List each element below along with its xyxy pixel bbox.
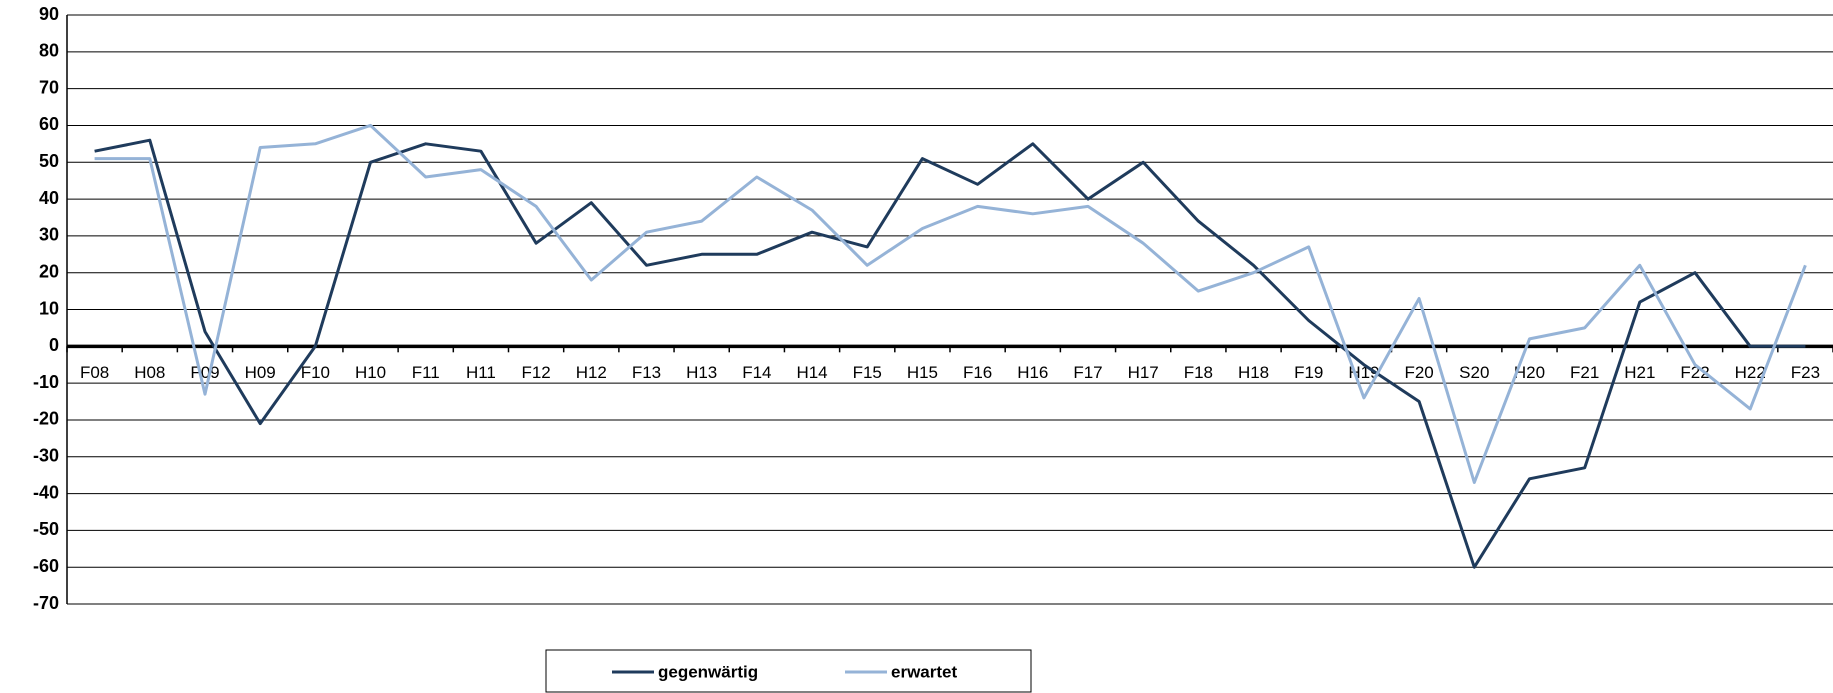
x-tick-label: H16 — [1017, 363, 1048, 382]
y-tick-label: -60 — [33, 556, 59, 576]
series-line — [94, 123, 1807, 484]
x-tick-label: H22 — [1735, 363, 1766, 382]
x-tick-label: H18 — [1238, 363, 1269, 382]
x-tick-label: H14 — [796, 363, 827, 382]
y-tick-label: 80 — [39, 41, 59, 61]
x-tick-label: F19 — [1294, 363, 1323, 382]
x-tick-label: H21 — [1624, 363, 1655, 382]
x-tick-label: F22 — [1680, 363, 1709, 382]
y-tick-label: -40 — [33, 482, 59, 502]
y-tick-label: -30 — [33, 446, 59, 466]
y-tick-label: 90 — [39, 4, 59, 24]
x-tick-label: S20 — [1459, 363, 1489, 382]
y-tick-label: 20 — [39, 261, 59, 281]
y-tick-label: -10 — [33, 372, 59, 392]
x-tick-label: F15 — [853, 363, 882, 382]
x-tick-label: H15 — [907, 363, 938, 382]
series-line — [94, 138, 1806, 569]
x-tick-label: F14 — [742, 363, 771, 382]
y-tick-label: -70 — [33, 593, 59, 613]
y-tick-label: 70 — [39, 77, 59, 97]
y-tick-label: -50 — [33, 519, 59, 539]
x-tick-label: H11 — [466, 363, 496, 382]
y-tick-label: 30 — [39, 225, 59, 245]
x-tick-label: H13 — [686, 363, 717, 382]
x-tick-label: F21 — [1570, 363, 1599, 382]
y-tick-label: -20 — [33, 409, 59, 429]
x-tick-label: F16 — [963, 363, 992, 382]
x-tick-label: H08 — [134, 363, 165, 382]
x-tick-label: F17 — [1073, 363, 1102, 382]
x-tick-label: F08 — [80, 363, 109, 382]
y-tick-label: 60 — [39, 114, 59, 134]
x-tick-label: F23 — [1791, 363, 1820, 382]
x-tick-label: H12 — [576, 363, 607, 382]
y-tick-label: 40 — [39, 188, 59, 208]
x-tick-label: H17 — [1128, 363, 1159, 382]
legend-label: gegenwärtig — [658, 662, 758, 681]
x-tick-label: F20 — [1404, 363, 1433, 382]
legend-label: erwartet — [891, 662, 957, 681]
x-tick-label: F10 — [301, 363, 330, 382]
y-tick-label: 50 — [39, 151, 59, 171]
x-tick-label: H20 — [1514, 363, 1545, 382]
x-tick-label: F18 — [1184, 363, 1213, 382]
x-tick-label: F13 — [632, 363, 661, 382]
y-tick-label: 0 — [49, 335, 59, 355]
x-tick-label: H09 — [245, 363, 276, 382]
x-tick-label: F09 — [190, 363, 219, 382]
y-tick-label: 10 — [39, 298, 59, 318]
x-tick-label: H10 — [355, 363, 386, 382]
x-tick-label: F12 — [521, 363, 550, 382]
x-tick-label: F11 — [412, 363, 440, 382]
